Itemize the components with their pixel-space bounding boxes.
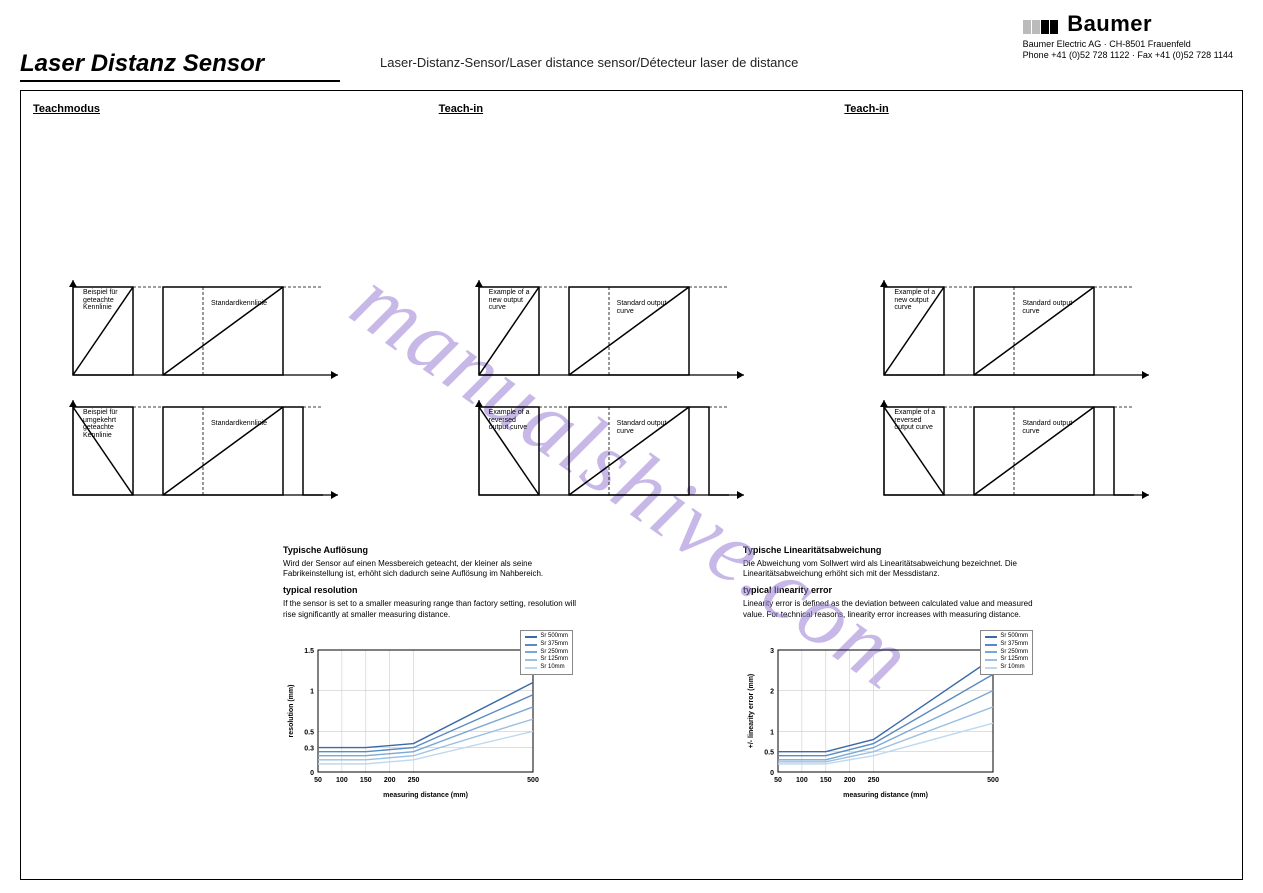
- diagram-label-left: Example of a new output curve: [489, 289, 533, 312]
- resolution-title-en: typical resolution: [283, 585, 583, 597]
- svg-text:1: 1: [310, 689, 314, 696]
- svg-text:0.5: 0.5: [304, 729, 314, 736]
- teach-diagram-reversed: Example of a reversed output curve Stand…: [469, 395, 749, 505]
- svg-text:500: 500: [987, 777, 999, 784]
- teach-diagram-normal: Beispiel für geteachte Kennlinie Standar…: [63, 275, 343, 385]
- svg-text:250: 250: [868, 777, 880, 784]
- diagram-label-left: Beispiel für umgekehrt geteachte Kennlin…: [83, 409, 127, 440]
- diagram-label-right: Standard output curve: [617, 300, 667, 315]
- resolution-body-de: Wird der Sensor auf einen Messbereich ge…: [283, 559, 543, 578]
- teach-diagram-normal: Example of a new output curve Standard o…: [874, 275, 1154, 385]
- column-0: Teachmodus Beispiel für geteachte Kennli…: [33, 103, 419, 515]
- column-title: Teach-in: [844, 103, 1230, 115]
- svg-text:0: 0: [770, 770, 774, 777]
- linearity-text-de: Typische Linearitätsabweichung Die Abwei…: [743, 545, 1043, 579]
- linearity-legend: Sr 500mmSr 375mmSr 250mmSr 125mmSr 10mm: [980, 630, 1033, 675]
- column-1: Teach-in Example of a new output curve S…: [439, 103, 825, 515]
- diagram-label-right: Standardkennlinie: [211, 300, 261, 308]
- brand-bars-icon: [1023, 20, 1059, 38]
- resolution-block: Typische Auflösung Wird der Sensor auf e…: [283, 545, 623, 810]
- svg-text:200: 200: [384, 777, 396, 784]
- svg-text:150: 150: [820, 777, 832, 784]
- resolution-title-de: Typische Auflösung: [283, 545, 583, 557]
- page-subtitle: Laser-Distanz-Sensor/Laser distance sens…: [380, 55, 798, 70]
- svg-text:measuring distance (mm): measuring distance (mm): [383, 792, 468, 799]
- svg-text:+/- linearity error (mm): +/- linearity error (mm): [748, 674, 755, 749]
- svg-text:50: 50: [314, 777, 322, 784]
- brand-address-2: Phone +41 (0)52 728 1122 · Fax +41 (0)52…: [1023, 50, 1233, 62]
- svg-text:200: 200: [844, 777, 856, 784]
- resolution-chart: Sr 500mmSr 375mmSr 250mmSr 125mmSr 10mm …: [283, 640, 583, 810]
- svg-text:150: 150: [360, 777, 372, 784]
- column-title: Teach-in: [439, 103, 825, 115]
- svg-text:1: 1: [770, 729, 774, 736]
- diagram-columns: Teachmodus Beispiel für geteachte Kennli…: [33, 103, 1230, 515]
- svg-text:0: 0: [310, 770, 314, 777]
- svg-text:250: 250: [408, 777, 420, 784]
- svg-text:100: 100: [336, 777, 348, 784]
- teach-diagram-reversed: Beispiel für umgekehrt geteachte Kennlin…: [63, 395, 343, 505]
- diagram-label-right: Standardkennlinie: [211, 420, 261, 428]
- diagram-label-left: Example of a reversed output curve: [894, 409, 938, 432]
- diagram-label-left: Example of a reversed output curve: [489, 409, 533, 432]
- linearity-body-de: Die Abweichung vom Sollwert wird als Lin…: [743, 559, 1017, 578]
- linearity-body-en: Linearity error is defined as the deviat…: [743, 599, 1033, 618]
- resolution-legend: Sr 500mmSr 375mmSr 250mmSr 125mmSr 10mm: [520, 630, 573, 675]
- charts-row: Typische Auflösung Wird der Sensor auf e…: [283, 545, 1230, 810]
- resolution-text-en: typical resolution If the sensor is set …: [283, 585, 583, 619]
- svg-text:100: 100: [796, 777, 808, 784]
- column-2: Teach-in Example of a new output curve S…: [844, 103, 1230, 515]
- linearity-title-de: Typische Linearitätsabweichung: [743, 545, 1043, 557]
- linearity-chart-svg: 0 0.5 1 2 3 50 100 150 200 250 500 measuring distan…: [743, 640, 1003, 800]
- svg-text:0.5: 0.5: [764, 750, 774, 757]
- svg-text:0.3: 0.3: [304, 746, 314, 753]
- resolution-text-de: Typische Auflösung Wird der Sensor auf e…: [283, 545, 583, 579]
- diagram-label-left: Beispiel für geteachte Kennlinie: [83, 289, 127, 312]
- diagram-label-right: Standard output curve: [617, 420, 667, 435]
- page-header: Baumer Baumer Electric AG · CH-8501 Frau…: [0, 0, 1263, 82]
- svg-text:3: 3: [770, 648, 774, 655]
- linearity-text-en: typical linearity error Linearity error …: [743, 585, 1043, 619]
- svg-text:500: 500: [527, 777, 539, 784]
- svg-text:resolution (mm): resolution (mm): [288, 684, 295, 737]
- svg-text:1.5: 1.5: [304, 648, 314, 655]
- linearity-block: Typische Linearitätsabweichung Die Abwei…: [743, 545, 1083, 810]
- resolution-body-en: If the sensor is set to a smaller measur…: [283, 599, 576, 618]
- resolution-chart-svg: 0 0.3 0.5 1 1.5 50 100 150 200 250 500 measuring di…: [283, 640, 543, 800]
- linearity-title-en: typical linearity error: [743, 585, 1043, 597]
- svg-text:50: 50: [774, 777, 782, 784]
- diagram-label-right: Standard output curve: [1022, 420, 1072, 435]
- brand-name: Baumer: [1067, 11, 1152, 36]
- teach-diagram-reversed: Example of a reversed output curve Stand…: [874, 395, 1154, 505]
- page-title: Laser Distanz Sensor: [20, 50, 340, 82]
- content-frame: manualshive.com Teachmodus Beispiel f: [20, 90, 1243, 880]
- svg-text:2: 2: [770, 689, 774, 696]
- brand-address-1: Baumer Electric AG · CH-8501 Frauenfeld: [1023, 39, 1233, 51]
- brand-block: Baumer Baumer Electric AG · CH-8501 Frau…: [1023, 10, 1233, 62]
- column-title: Teachmodus: [33, 103, 419, 115]
- svg-text:measuring distance (mm): measuring distance (mm): [843, 792, 928, 799]
- linearity-chart: Sr 500mmSr 375mmSr 250mmSr 125mmSr 10mm …: [743, 640, 1043, 810]
- diagram-label-right: Standard output curve: [1022, 300, 1072, 315]
- teach-diagram-normal: Example of a new output curve Standard o…: [469, 275, 749, 385]
- diagram-label-left: Example of a new output curve: [894, 289, 938, 312]
